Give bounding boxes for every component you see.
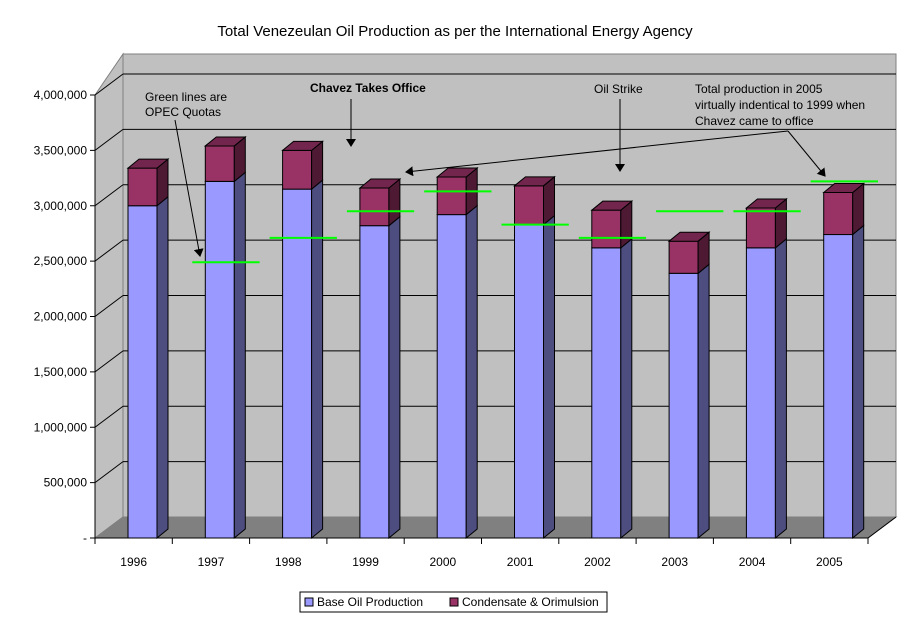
annotation-arrow bbox=[174, 119, 204, 257]
bar-front-1996-0 bbox=[127, 205, 158, 539]
legend-swatch bbox=[304, 597, 314, 607]
bar-top-1998 bbox=[281, 140, 325, 151]
x-tick-label: 2002 bbox=[584, 555, 611, 569]
x-tick-label: 2001 bbox=[507, 555, 534, 569]
bar-front-1999-0 bbox=[359, 225, 390, 539]
bar-front-2000-0 bbox=[436, 214, 467, 539]
bar-top-2003 bbox=[667, 231, 711, 242]
gridline-side bbox=[94, 239, 124, 262]
bar-side-2003-0 bbox=[697, 263, 710, 540]
y-tick-label: - bbox=[83, 531, 87, 545]
gridline-side bbox=[94, 128, 124, 151]
gridline-side bbox=[94, 295, 124, 317]
x-tick-label: 2004 bbox=[739, 555, 766, 569]
x-tick-label: 2000 bbox=[429, 555, 456, 569]
bar-top-2002 bbox=[590, 200, 634, 211]
bar-side-1996-0 bbox=[156, 195, 169, 540]
bar-front-1997-0 bbox=[204, 180, 235, 539]
bar-top-2000 bbox=[435, 167, 479, 178]
y-tick-label: 2,000,000 bbox=[34, 310, 88, 324]
y-tick-label: 500,000 bbox=[44, 476, 88, 490]
y-tick-label: 1,000,000 bbox=[34, 420, 88, 434]
bar-side-1997-0 bbox=[233, 171, 246, 540]
bar-front-2000-1 bbox=[436, 176, 467, 216]
annotation-chavez-takes-office: Chavez Takes Office bbox=[310, 81, 426, 95]
bar-front-1998-1 bbox=[282, 149, 313, 190]
bar-front-2004-1 bbox=[745, 207, 776, 249]
bar-front-1997-1 bbox=[204, 145, 235, 182]
bar-front-2001-1 bbox=[514, 185, 544, 226]
bar-side-2000-0 bbox=[465, 204, 478, 540]
legend-label: Base Oil Production bbox=[317, 595, 423, 609]
annotation-opec-quotas: Green lines are bbox=[145, 90, 227, 104]
y-tick-label: 3,500,000 bbox=[34, 143, 88, 157]
bar-top-1997 bbox=[203, 136, 247, 147]
y-tick-label: 1,500,000 bbox=[34, 365, 88, 379]
x-axis-edge bbox=[867, 516, 897, 539]
gridline-side bbox=[94, 73, 124, 96]
bar-front-1998-0 bbox=[282, 188, 313, 539]
bar-top-1999 bbox=[358, 178, 402, 189]
gridline-side bbox=[94, 461, 124, 484]
x-tick-label: 1997 bbox=[198, 555, 225, 569]
bar-top-2001 bbox=[513, 176, 556, 187]
annotation-total-2005: virtually indentical to 1999 when bbox=[695, 98, 865, 112]
bar-top-1996 bbox=[126, 158, 170, 169]
annotation-oil-strike: Oil Strike bbox=[594, 82, 643, 96]
y-tick-label: 3,000,000 bbox=[34, 199, 88, 213]
bar-side-2005-0 bbox=[852, 224, 865, 540]
annotation-arrow bbox=[787, 130, 826, 177]
bar-front-2005-1 bbox=[823, 191, 854, 236]
y-tick-label: 4,000,000 bbox=[34, 88, 88, 102]
x-tick-label: 2005 bbox=[816, 555, 843, 569]
bar-front-2002-1 bbox=[591, 209, 622, 249]
x-tick-label: 1998 bbox=[275, 555, 302, 569]
gridline-side bbox=[94, 405, 124, 428]
bar-front-1996-1 bbox=[127, 167, 158, 207]
legend-label: Condensate & Orimulsion bbox=[462, 595, 599, 609]
bar-front-2004-0 bbox=[745, 247, 776, 539]
gridline-side bbox=[94, 350, 124, 373]
bar-side-2001-0 bbox=[543, 214, 555, 540]
bar-front-1999-1 bbox=[359, 187, 390, 227]
bar-front-2005-0 bbox=[823, 234, 854, 539]
annotation-total-2005: Total production in 2005 bbox=[695, 82, 823, 96]
bar-front-2003-1 bbox=[668, 240, 699, 274]
bar-top-2005 bbox=[822, 182, 866, 193]
annotation-arrow bbox=[405, 130, 789, 177]
annotation-opec-quotas: OPEC Quotas bbox=[145, 105, 221, 119]
y-tick-label: 2,500,000 bbox=[34, 254, 88, 268]
bar-top-2004 bbox=[744, 198, 788, 209]
legend-swatch bbox=[449, 597, 459, 607]
x-tick-label: 1996 bbox=[120, 555, 147, 569]
bar-side-1999-0 bbox=[388, 215, 401, 540]
x-tick-label: 1999 bbox=[352, 555, 379, 569]
annotation-total-2005: Chavez came to office bbox=[695, 114, 814, 128]
bar-front-2002-0 bbox=[591, 247, 622, 539]
bar-side-2002-0 bbox=[620, 237, 633, 540]
bar-front-2001-0 bbox=[514, 224, 544, 539]
chart-title: Total Venezeulan Oil Production as per t… bbox=[217, 23, 693, 40]
bar-front-2003-0 bbox=[668, 272, 699, 539]
bar-side-1998-0 bbox=[311, 179, 324, 540]
x-tick-label: 2003 bbox=[661, 555, 688, 569]
bar-side-2004-0 bbox=[774, 237, 787, 540]
gridline-side bbox=[94, 184, 124, 207]
